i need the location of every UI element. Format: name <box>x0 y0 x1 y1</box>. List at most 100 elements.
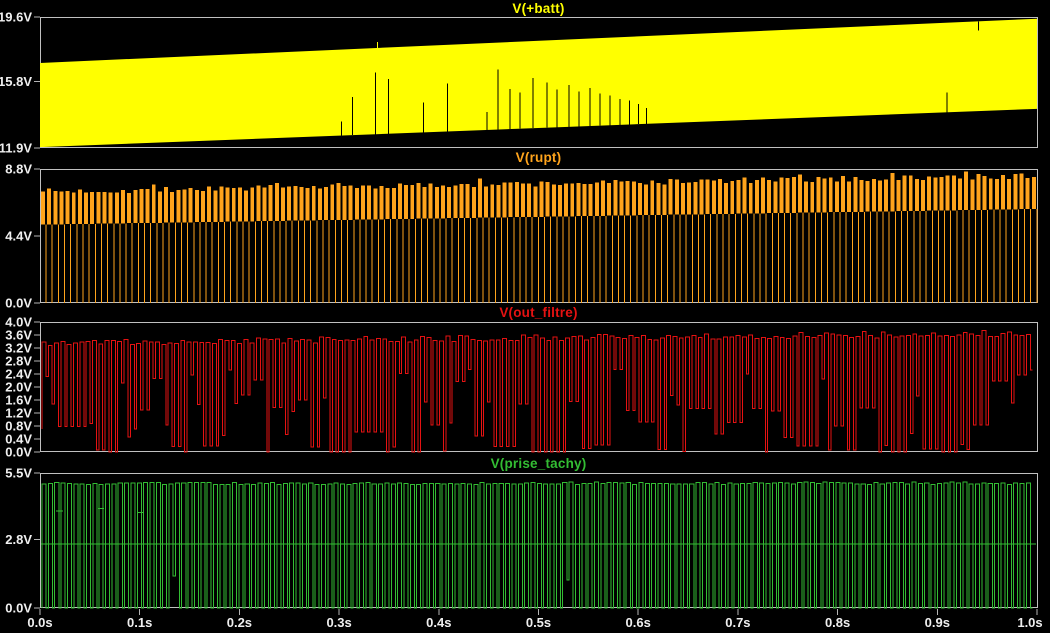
y-tick-label: 15.8V <box>0 74 32 89</box>
x-tick-label: 0.4s <box>426 615 451 630</box>
glitch-notch <box>352 97 354 136</box>
y-tick <box>34 472 40 474</box>
y-tick-label: 2.0V <box>5 380 32 395</box>
trace-out_filtre <box>41 330 1033 453</box>
y-tick <box>34 334 40 336</box>
glitch-notch <box>568 84 570 127</box>
glitch-notch <box>556 89 558 128</box>
y-tick <box>34 302 40 304</box>
x-tick <box>637 609 639 615</box>
glitch-notch <box>532 78 534 129</box>
y-tick-label: 2.4V <box>5 367 32 382</box>
x-tick-label: 0.1s <box>127 615 152 630</box>
glitch-notch <box>946 92 948 113</box>
glitch-notch <box>497 69 499 130</box>
x-tick-label: 0.5s <box>526 615 551 630</box>
x-tick <box>238 609 240 615</box>
y-tick <box>34 412 40 414</box>
x-tick-label: 0.9s <box>925 615 950 630</box>
y-tick-label: 1.6V <box>5 393 32 408</box>
x-tick-label: 0.2s <box>227 615 252 630</box>
y-tick-label: 4.0V <box>5 315 32 330</box>
trace-rupt <box>41 171 1038 303</box>
x-tick <box>39 609 41 615</box>
x-tick-label: 0.0s <box>27 615 52 630</box>
pane-vbatt[interactable]: 19.6V 15.8V 11.9V <box>0 10 1038 156</box>
x-tick <box>737 609 739 615</box>
glitch-notch <box>619 98 621 125</box>
y-tick-label: 3.2V <box>5 341 32 356</box>
x-tick <box>538 609 539 615</box>
glitch-notch <box>509 89 511 130</box>
y-tick <box>34 360 40 362</box>
y-tick-label: 11.9V <box>0 141 32 156</box>
y-tick-label: 8.8V <box>5 162 32 177</box>
x-tick <box>338 609 340 615</box>
y-tick <box>34 451 40 453</box>
trace-label-out-filtre[interactable]: V(out_filtre) <box>499 305 578 320</box>
y-tick <box>34 168 40 170</box>
glitch-notch <box>486 111 488 130</box>
glitch-notch <box>446 83 448 132</box>
pane-border <box>40 169 1038 303</box>
y-tick <box>34 425 40 427</box>
trace-label-prise-tachy[interactable]: V(prise_tachy) <box>490 456 587 471</box>
y-tick-label: 1.2V <box>5 406 32 421</box>
glitch-notch <box>629 100 631 125</box>
x-tick <box>438 609 440 615</box>
glitch-notch <box>638 104 640 125</box>
glitch-notch <box>609 95 611 126</box>
y-tick <box>34 373 40 375</box>
y-tick <box>34 607 40 609</box>
glitch-notch <box>341 121 343 136</box>
x-tick-label: 0.7s <box>725 615 750 630</box>
trace-label-rupt[interactable]: V(rupt) <box>515 150 562 165</box>
x-tick-label: 0.8s <box>825 615 850 630</box>
y-tick-label: 0.0V <box>5 296 32 311</box>
y-tick <box>34 321 40 323</box>
trace-mid-segment <box>137 511 144 513</box>
pane-out_filtre[interactable]: 4.0V3.6V3.2V2.8V2.4V2.0V1.6V1.2V0.8V0.4V… <box>5 315 1038 460</box>
y-tick <box>34 386 40 388</box>
glitch-notch <box>599 93 601 126</box>
y-tick-label: 3.6V <box>5 328 32 343</box>
y-tick-label: 2.8V <box>5 354 32 369</box>
trace-label-vbatt[interactable]: V(+batt) <box>512 1 565 16</box>
trace-prise_tachy <box>41 481 1033 609</box>
x-tick <box>1036 609 1038 615</box>
trace-mid-segment <box>55 510 63 512</box>
y-tick <box>34 347 40 349</box>
x-tick <box>936 609 938 615</box>
y-tick <box>34 538 40 540</box>
pane-prise_tachy[interactable]: 5.5V 2.8V 0.0V <box>5 466 1038 616</box>
x-tick <box>139 609 141 615</box>
y-tick <box>34 81 40 83</box>
y-tick-label: 5.5V <box>5 466 32 481</box>
glitch-notch <box>422 102 424 133</box>
glitch-notch <box>546 82 548 128</box>
glitch-notch <box>978 21 980 31</box>
y-tick-label: 0.0V <box>5 445 32 460</box>
y-tick-label: 0.4V <box>5 432 32 447</box>
x-tick <box>837 609 839 615</box>
y-tick <box>34 147 40 149</box>
pane-rupt[interactable]: 8.8V 4.4V 0.0V <box>5 162 1038 311</box>
y-tick <box>34 399 40 401</box>
glitch-notch <box>589 88 591 127</box>
glitch-notch <box>519 92 521 129</box>
x-tick-label: 0.6s <box>626 615 651 630</box>
glitch-notch <box>387 78 389 134</box>
time-axis: 0.0s 0.1s 0.2s 0.3s 0.4s 0.5s 0.6s 0.7s 0.8s 0.9s… <box>27 609 1043 630</box>
x-tick-label: 1.0s <box>1017 615 1042 630</box>
y-tick <box>34 438 40 440</box>
glitch-spike <box>376 42 378 48</box>
y-tick-label: 0.0V <box>5 601 32 616</box>
y-tick-label: 4.4V <box>5 229 32 244</box>
y-tick-label: 19.6V <box>0 10 32 25</box>
glitch-notch <box>578 91 580 127</box>
trace-vbatt <box>40 18 1037 148</box>
glitch-notch <box>374 72 376 135</box>
trace-mid-line <box>41 543 1036 545</box>
